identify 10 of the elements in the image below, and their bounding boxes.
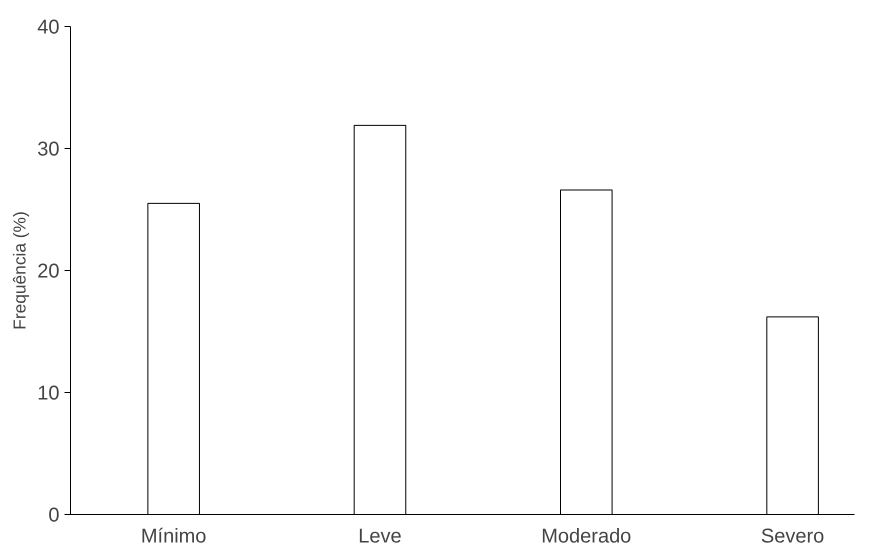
y-tick-label: 40 [37,16,60,38]
y-axis-title: Frequência (%) [9,211,30,330]
x-tick-label: Moderado [541,526,632,548]
y-tick-label: 30 [37,138,60,160]
y-tick-label: 0 [48,504,60,526]
x-tick-label: Severo [760,526,824,548]
y-tick-label: 10 [37,382,60,404]
y-tick-label: 20 [37,260,60,282]
x-tick-label: Leve [358,526,402,548]
x-tick-label: Mínimo [140,526,206,548]
